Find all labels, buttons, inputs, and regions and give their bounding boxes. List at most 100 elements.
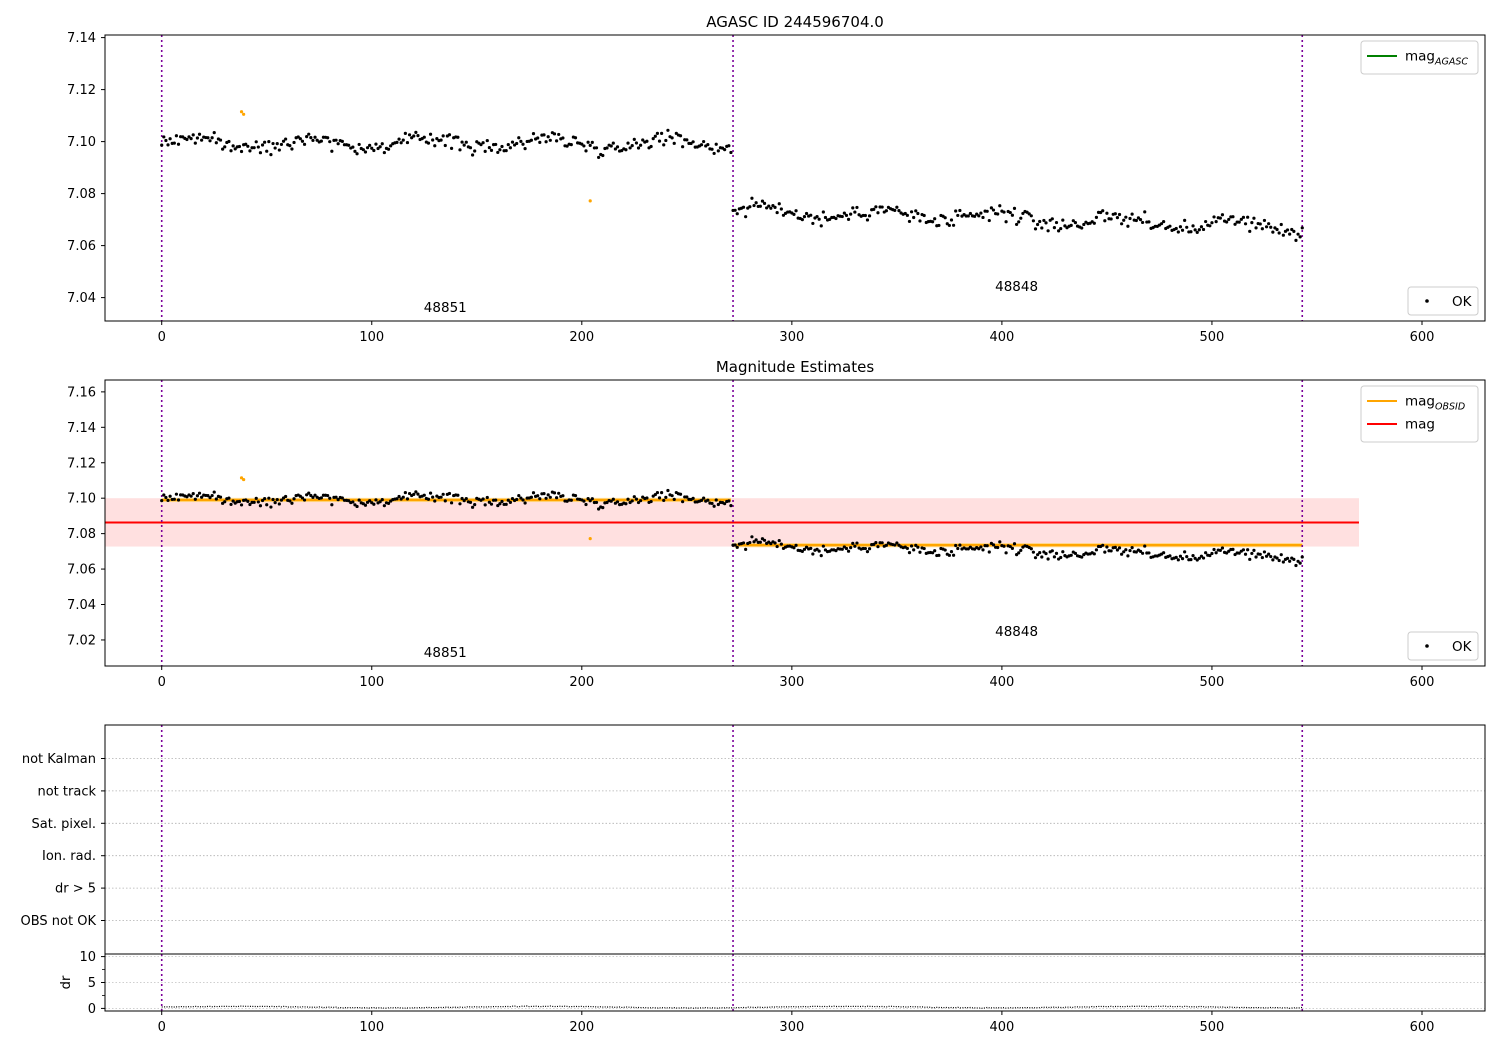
ok-point bbox=[893, 208, 897, 212]
ok-point bbox=[1246, 548, 1250, 552]
ok-point bbox=[1241, 215, 1246, 219]
ok-point bbox=[1054, 220, 1059, 225]
ok-point bbox=[269, 153, 273, 157]
ok-point bbox=[733, 543, 737, 547]
ok-point bbox=[473, 503, 477, 507]
ok-point bbox=[1231, 547, 1235, 551]
ok-point bbox=[710, 147, 714, 151]
ok-point bbox=[773, 541, 777, 545]
ok-point bbox=[279, 498, 284, 502]
x-tick-label: 500 bbox=[1200, 1020, 1225, 1035]
ok-point bbox=[412, 492, 416, 496]
ok-point bbox=[162, 135, 166, 139]
ok-point bbox=[699, 143, 704, 147]
ok-point bbox=[1130, 212, 1134, 216]
ok-point bbox=[609, 499, 613, 503]
ok-point bbox=[355, 504, 359, 509]
ok-point bbox=[691, 140, 695, 144]
ok-point bbox=[481, 497, 485, 501]
ok-point bbox=[340, 139, 344, 143]
ok-point bbox=[1122, 218, 1126, 222]
ok-point bbox=[554, 139, 559, 143]
ok-point bbox=[912, 215, 916, 220]
ok-point bbox=[1033, 227, 1038, 231]
ok-point bbox=[416, 492, 420, 496]
ok-point bbox=[918, 219, 922, 223]
ok-point bbox=[277, 502, 281, 506]
ok-point bbox=[435, 136, 439, 141]
ok-point bbox=[372, 502, 376, 506]
ok-point bbox=[517, 493, 521, 498]
ok-point bbox=[828, 217, 832, 222]
ok-point bbox=[536, 494, 540, 498]
ok-point bbox=[735, 212, 739, 216]
ok-point bbox=[1143, 544, 1147, 548]
ok-point bbox=[1288, 232, 1292, 236]
ok-point bbox=[1220, 213, 1225, 217]
ok-point bbox=[979, 211, 983, 215]
ok-point bbox=[399, 497, 403, 501]
ok-point bbox=[1092, 552, 1096, 556]
panel-flags: not Kalman not track Sat. pixel. Ion. rad. d… bbox=[21, 724, 1486, 955]
ok-point bbox=[363, 503, 368, 507]
ok-point bbox=[876, 545, 880, 549]
ok-point bbox=[991, 208, 996, 212]
ok-point bbox=[464, 140, 468, 144]
ok-point bbox=[252, 500, 256, 504]
ok-point bbox=[634, 141, 639, 145]
x-tick-label: 100 bbox=[359, 330, 384, 345]
ok-point bbox=[1061, 550, 1065, 554]
ok-point bbox=[426, 497, 431, 501]
ok-point bbox=[538, 497, 542, 501]
ok-point bbox=[1180, 228, 1185, 232]
ok-point bbox=[1033, 556, 1038, 560]
ok-point bbox=[292, 497, 296, 501]
y-tick-label: 7.04 bbox=[67, 598, 96, 613]
ok-point bbox=[802, 215, 807, 219]
ok-point bbox=[376, 146, 380, 151]
x-tick-label: 0 bbox=[158, 330, 166, 345]
ok-point bbox=[655, 490, 660, 495]
ok-point bbox=[372, 148, 376, 153]
ok-point bbox=[702, 139, 706, 144]
ok-point bbox=[536, 136, 540, 140]
ok-point bbox=[1044, 551, 1048, 556]
ok-point bbox=[548, 495, 552, 499]
ok-point bbox=[880, 205, 884, 209]
ok-point bbox=[1117, 546, 1122, 550]
ok-point bbox=[483, 149, 487, 153]
ok-point bbox=[546, 135, 550, 139]
x-tick-label: 300 bbox=[779, 1020, 804, 1035]
ok-point bbox=[706, 498, 710, 502]
ok-point bbox=[1103, 550, 1107, 554]
ok-point bbox=[760, 199, 765, 203]
ok-point bbox=[258, 504, 263, 508]
ok-point bbox=[1010, 546, 1014, 550]
ok-point bbox=[187, 135, 191, 139]
ok-point bbox=[1010, 213, 1014, 217]
ok-point bbox=[464, 497, 468, 501]
ok-point bbox=[164, 495, 168, 500]
ok-point bbox=[922, 546, 926, 551]
ok-point bbox=[639, 143, 643, 147]
ok-point bbox=[660, 490, 664, 495]
ok-point bbox=[233, 147, 237, 151]
ok-point bbox=[1063, 224, 1067, 228]
ok-point bbox=[515, 141, 519, 146]
ok-point bbox=[548, 138, 552, 142]
ok-point bbox=[1050, 217, 1054, 221]
ok-point bbox=[1197, 556, 1201, 560]
ok-point bbox=[1269, 554, 1273, 559]
ok-point bbox=[727, 144, 731, 148]
ok-point bbox=[662, 143, 666, 147]
ok-point bbox=[1162, 219, 1166, 224]
x-tick-label: 0 bbox=[158, 675, 166, 690]
ok-point bbox=[380, 142, 384, 146]
ok-point bbox=[422, 135, 426, 139]
ok-point bbox=[771, 203, 775, 208]
ok-point bbox=[1101, 209, 1105, 213]
ok-point bbox=[639, 499, 643, 503]
ok-point bbox=[1027, 212, 1031, 216]
ok-point bbox=[981, 548, 985, 552]
ok-point bbox=[458, 148, 462, 152]
